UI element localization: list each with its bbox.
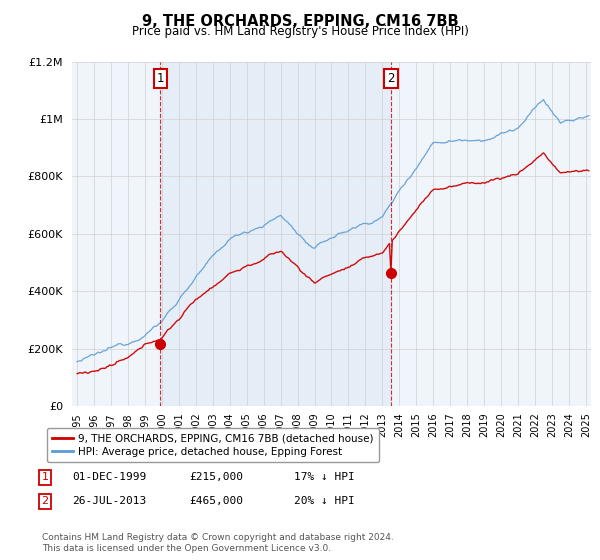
Text: £465,000: £465,000 <box>189 496 243 506</box>
Text: 2: 2 <box>387 72 395 85</box>
Text: 20% ↓ HPI: 20% ↓ HPI <box>294 496 355 506</box>
Text: £215,000: £215,000 <box>189 472 243 482</box>
Text: 01-DEC-1999: 01-DEC-1999 <box>72 472 146 482</box>
Text: 17% ↓ HPI: 17% ↓ HPI <box>294 472 355 482</box>
Text: 1: 1 <box>41 472 49 482</box>
Text: 2: 2 <box>41 496 49 506</box>
Text: 26-JUL-2013: 26-JUL-2013 <box>72 496 146 506</box>
Legend: 9, THE ORCHARDS, EPPING, CM16 7BB (detached house), HPI: Average price, detached: 9, THE ORCHARDS, EPPING, CM16 7BB (detac… <box>47 428 379 462</box>
Text: Contains HM Land Registry data © Crown copyright and database right 2024.
This d: Contains HM Land Registry data © Crown c… <box>42 533 394 553</box>
Text: 1: 1 <box>157 72 164 85</box>
Bar <box>160 62 391 406</box>
Text: 9, THE ORCHARDS, EPPING, CM16 7BB: 9, THE ORCHARDS, EPPING, CM16 7BB <box>142 14 458 29</box>
Text: Price paid vs. HM Land Registry's House Price Index (HPI): Price paid vs. HM Land Registry's House … <box>131 25 469 38</box>
